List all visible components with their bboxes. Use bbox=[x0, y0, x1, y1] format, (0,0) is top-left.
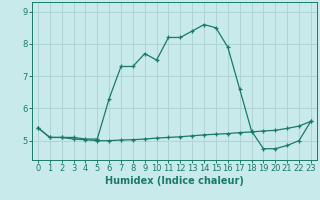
X-axis label: Humidex (Indice chaleur): Humidex (Indice chaleur) bbox=[105, 176, 244, 186]
